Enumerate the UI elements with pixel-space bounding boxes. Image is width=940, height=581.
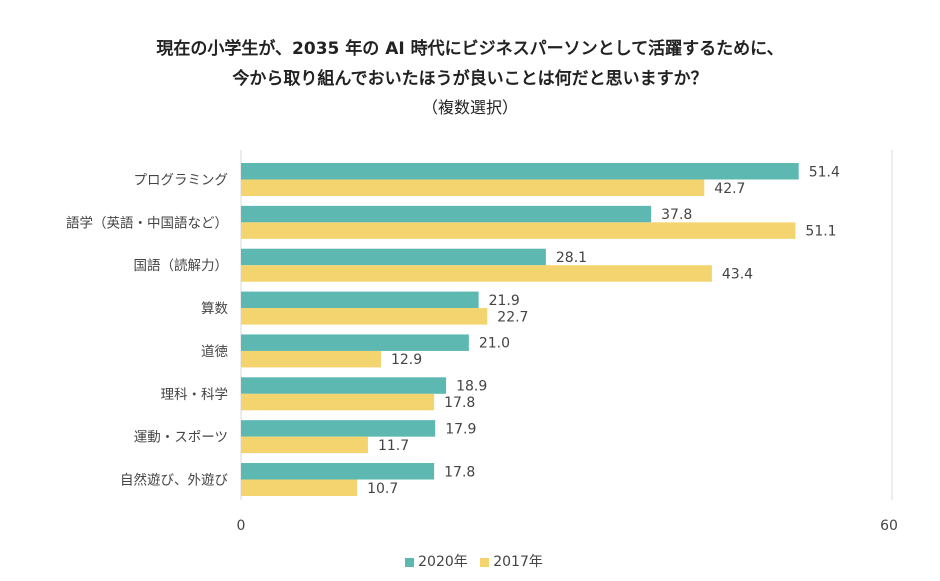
- data-label: 51.4: [809, 164, 840, 180]
- data-label: 12.9: [391, 352, 422, 368]
- data-label: 22.7: [497, 309, 528, 325]
- chart-title-line-1: 現在の小学生が、2035 年の AI 時代にビジネスパーソンとして活躍するために…: [156, 39, 784, 59]
- bar-2020年-3: [241, 291, 479, 309]
- legend: 2020年 2017年: [0, 551, 940, 571]
- category-label: 道徳: [201, 344, 228, 360]
- bar-2017年-4: [241, 350, 381, 368]
- bar-2017年-5: [241, 393, 435, 411]
- x-tick-label: 0: [237, 518, 246, 534]
- bar-2017年-7: [241, 479, 358, 497]
- bar-2020年-2: [241, 248, 546, 266]
- category-label: 語学（英語・中国語など）: [66, 214, 228, 231]
- legend-swatch-2020: [405, 557, 415, 567]
- bar-2017年-1: [241, 222, 796, 239]
- data-label: 37.8: [661, 207, 692, 223]
- bar-2017年-2: [241, 265, 712, 282]
- data-label: 17.8: [444, 464, 475, 480]
- chart-subtitle: （複数選択）: [421, 98, 518, 117]
- chart-title-line-2: 今から取り組んでおいたほうが良いことは何だと思いますか？: [232, 69, 708, 89]
- data-label: 43.4: [722, 266, 753, 282]
- bar-2017年-6: [241, 436, 368, 454]
- bar-2020年-4: [241, 334, 469, 351]
- bar-2020年-5: [241, 377, 447, 394]
- category-label: 算数: [201, 301, 228, 317]
- bar-2020年-7: [241, 463, 435, 480]
- bar-2017年-3: [241, 308, 488, 325]
- category-label: 理科・科学: [161, 387, 229, 403]
- legend-label-2017: 2017年: [493, 554, 543, 570]
- data-label: 21.0: [479, 336, 510, 352]
- data-label: 21.9: [489, 293, 520, 309]
- bar-2020年-0: [241, 163, 799, 180]
- x-tick-label: 60: [880, 518, 898, 534]
- data-label: 10.7: [367, 481, 398, 497]
- category-label: プログラミング: [134, 173, 229, 189]
- bar-2020年-6: [241, 420, 436, 437]
- category-label: 自然遊び、外遊び: [120, 472, 228, 489]
- data-label: 17.8: [444, 395, 475, 411]
- data-label: 11.7: [378, 438, 409, 454]
- data-label: 18.9: [456, 379, 487, 395]
- data-label: 42.7: [714, 181, 745, 197]
- bar-2020年-1: [241, 205, 652, 223]
- category-label: 国語（読解力）: [134, 257, 229, 274]
- data-label: 51.1: [805, 224, 836, 240]
- category-label: 運動・スポーツ: [134, 430, 228, 446]
- data-label: 17.9: [445, 421, 476, 437]
- bar-2017年-0: [241, 179, 705, 196]
- legend-label-2020: 2020年: [418, 554, 468, 570]
- legend-swatch-2017: [480, 557, 490, 567]
- data-label: 28.1: [556, 250, 587, 266]
